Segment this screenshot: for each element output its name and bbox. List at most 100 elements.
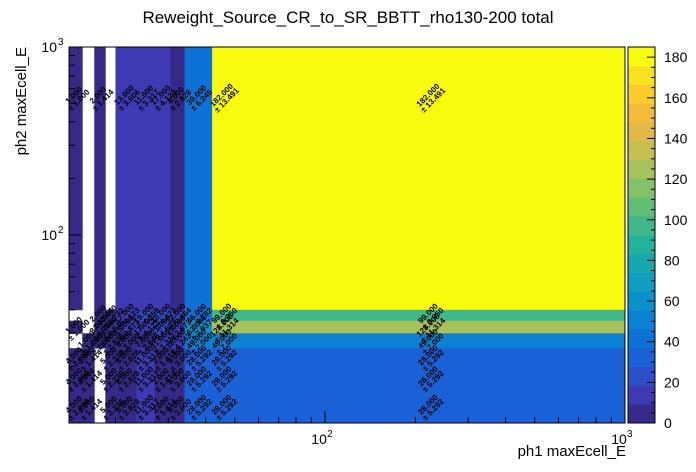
colorbar-swatch [628,159,655,179]
heatmap-cell [212,389,236,424]
heatmap-cell [234,309,626,322]
heatmap-cell [136,366,155,391]
colorbar-swatch [628,347,655,367]
heatmap-cell [184,320,213,334]
colorbar-swatch [628,329,655,349]
x-axis-label: ph1 maxEcell_E [518,443,626,460]
heatmap-cell [105,333,116,349]
heatmap-cell [115,47,137,311]
heatmap-cell [115,366,137,391]
colorbar-swatch [628,404,655,424]
heatmap-cell [212,47,236,311]
heatmap-cell [234,348,626,367]
heatmap-cell [115,348,137,367]
colorbar-swatch [628,103,655,123]
heatmap-cell [170,320,185,334]
heatmap-cells [69,47,626,424]
heatmap-cell [170,366,185,391]
colorbar-swatch [628,385,655,405]
colorbar: 0 20 40 60 80 100 120 140 160 180 [627,46,688,431]
heatmap-cell [94,47,106,311]
heatmap-cell [184,309,213,322]
x-tick-exponent: 2 [327,429,333,440]
heatmap-cell [212,309,236,322]
heatmap-cell [170,348,185,367]
heatmap-cell [136,47,155,311]
heatmap-cell [136,320,155,334]
heatmap-cell [184,366,213,391]
x-tick-label: 10 [311,431,327,447]
heatmap-cell [154,366,171,391]
heatmap-cell [212,333,236,349]
y-tick-exponent: 2 [58,225,64,236]
colorbar-tick-label: 20 [664,374,680,390]
colorbar-swatch [628,65,655,85]
y-tick-label: 10 [41,227,57,243]
colorbar-tick-label: 180 [664,49,688,65]
colorbar-swatch [628,197,655,217]
heatmap-cell [184,389,213,424]
heatmap-cell [154,333,171,349]
heatmap-cell [115,309,137,322]
heatmap-cell [234,47,626,311]
colorbar-tick-label: 60 [664,293,680,309]
heatmap-cell [170,47,185,311]
heatmap-cell [105,320,116,334]
colorbar-swatch [628,291,655,311]
heatmap-cell [170,389,185,424]
heatmap-cell [115,333,137,349]
heatmap-cell [234,333,626,349]
y-axis-label: ph2 maxEcell_E [13,47,30,155]
heatmap-cell [170,333,185,349]
heatmap-cell [184,348,213,367]
heatmap-cell [82,389,95,424]
colorbar-swatch [628,235,655,255]
heatmap-cell [184,333,213,349]
y-tick-label: 10 [41,39,57,55]
heatmap-cell [212,366,236,391]
heatmap-cell [234,389,626,424]
heatmap-cell [136,309,155,322]
chart-title: Reweight_Source_CR_to_SR_BBTT_rho130-200… [142,8,553,27]
heatmap-cell [136,348,155,367]
y-tick-exponent: 3 [58,37,64,48]
heatmap-cell [94,309,106,322]
heatmap-cell [184,47,213,311]
colorbar-swatch [628,366,655,386]
heatmap-cell [105,309,116,322]
colorbar-tick-label: 0 [664,415,672,431]
colorbar-swatch [628,84,655,104]
heatmap-cell [234,320,626,334]
colorbar-swatch [628,310,655,330]
heatmap-cell [82,348,95,367]
x-tick-exponent: 3 [627,429,633,440]
colorbar-tick-label: 80 [664,252,680,268]
colorbar-swatch [628,122,655,142]
colorbar-tick-label: 140 [664,130,688,146]
heatmap-cell [105,389,116,424]
heatmap-cell [212,348,236,367]
heatmap-cell [82,366,95,391]
heatmap-cell [212,320,236,334]
colorbar-tick-label: 40 [664,334,680,350]
colorbar-tick-label: 120 [664,171,688,187]
heatmap-cell [69,348,83,367]
colorbar-swatch [628,272,655,292]
colorbar-frame [627,46,656,424]
heatmap-cell [115,320,137,334]
colorbar-swatch [628,178,655,198]
heatmap-cell [136,333,155,349]
heatmap-cell [69,47,83,311]
colorbar-swatch [628,253,655,273]
colorbar-swatch [628,141,655,161]
heatmap-cell [234,366,626,391]
heatmap-cell [69,320,83,334]
heatmap-cell [82,333,95,349]
heatmap-cell [105,348,116,367]
heatmap-cell [94,320,106,334]
colorbar-swatch [628,216,655,236]
colorbar-tick-label: 100 [664,212,688,228]
